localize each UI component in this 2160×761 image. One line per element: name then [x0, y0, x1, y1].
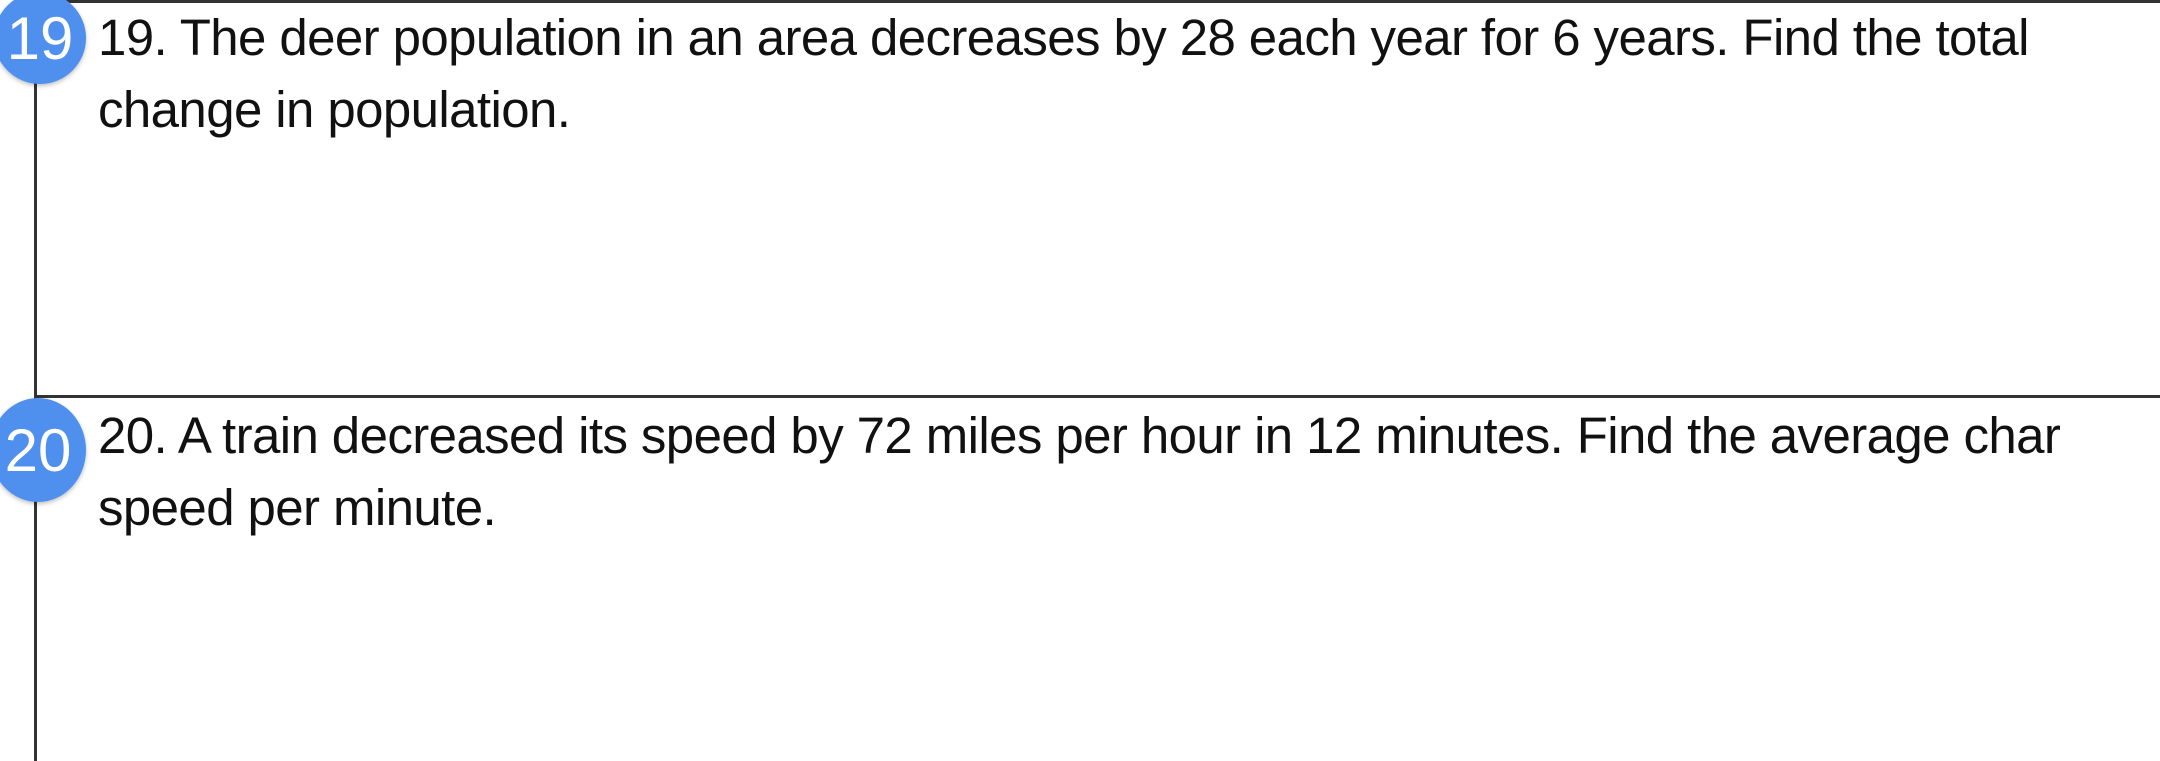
question-divider: [34, 395, 2160, 398]
label-badge-19[interactable]: 19: [0, 0, 86, 84]
label-badge-20[interactable]: 20: [0, 398, 86, 502]
question-20-line-2: speed per minute.: [98, 479, 497, 536]
left-border: [34, 0, 37, 761]
question-20-line-1: 20. A train decreased its speed by 72 mi…: [98, 407, 2061, 464]
question-19-line-2: change in population.: [98, 81, 571, 138]
question-19-line-1: 19. The deer population in an area decre…: [98, 9, 2029, 66]
top-border: [34, 0, 2160, 3]
